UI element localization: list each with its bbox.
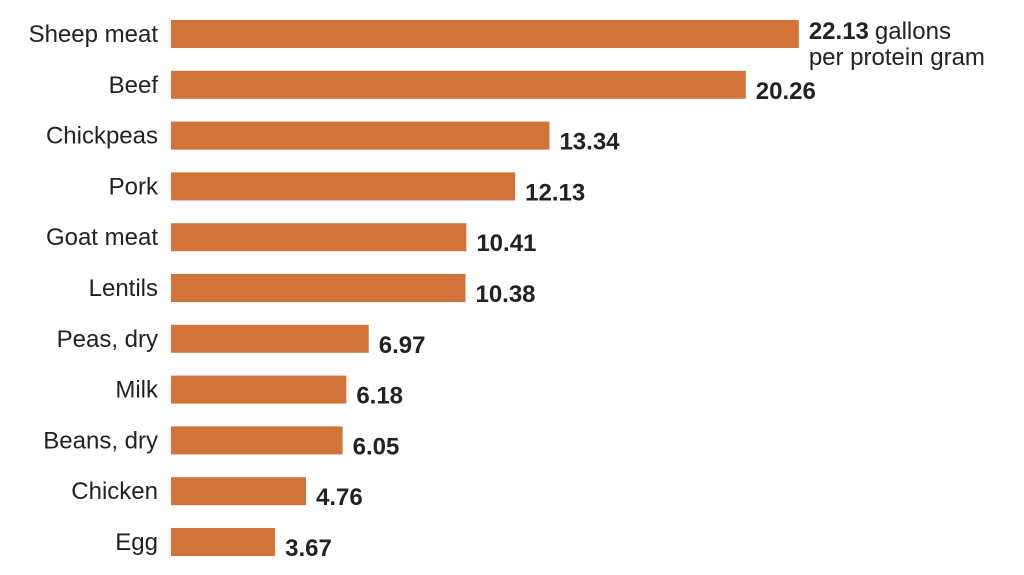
bar-goat-meat [171,223,467,252]
bar-pork [171,172,516,201]
category-label: Sheep meat [29,21,159,48]
bars-layer [171,20,799,556]
value-label: 12.13 [525,179,585,206]
bar-peas-dry [171,324,369,353]
labels-layer: Sheep meat 22.13 Beef 20.26 Chickpeas 13.34 Po… [29,18,869,562]
bar-lentils [171,274,466,302]
bar-sheep-meat [171,20,799,48]
value-label: 6.18 [356,383,403,410]
category-label: Chicken [71,478,158,505]
value-label: 20.26 [756,78,816,105]
unit-label-line1: gallons [875,18,951,45]
value-label: 10.41 [476,230,536,257]
category-label: Peas, dry [57,326,158,353]
value-label: 13.34 [559,129,620,156]
bar-chicken [171,477,307,506]
category-label: Egg [115,529,158,556]
category-label: Beef [109,72,159,99]
bar-egg [171,528,276,556]
category-label: Beans, dry [43,427,158,454]
value-label: 3.67 [285,535,332,562]
value-label: 6.97 [379,332,426,359]
category-label: Pork [109,173,159,200]
value-label: 10.38 [475,281,535,308]
category-label: Goat meat [46,224,158,251]
category-label: Lentils [89,275,158,302]
value-label: 6.05 [353,433,400,460]
unit-label-line2: per protein gram [809,44,985,71]
bar-milk [171,375,347,404]
category-label: Milk [115,377,159,404]
value-label: 4.76 [316,484,363,511]
value-label: 22.13 [809,18,869,45]
category-label: Chickpeas [46,123,158,150]
bar-beef [171,70,746,99]
bar-chickpeas [171,121,550,150]
bar-beans-dry [171,426,343,455]
